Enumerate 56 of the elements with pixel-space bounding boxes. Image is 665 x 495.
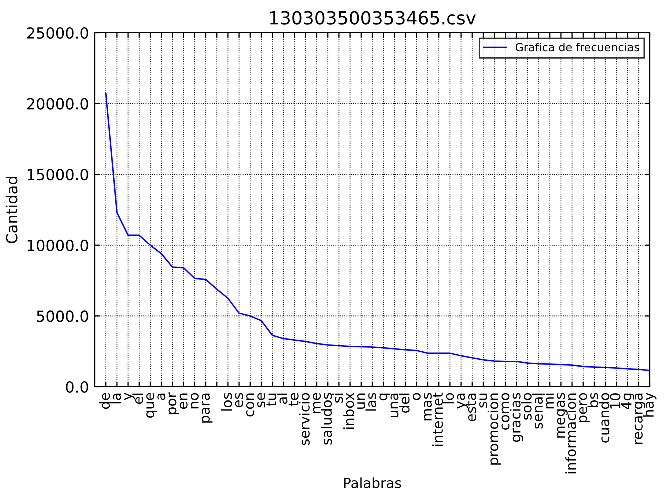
x-tick-label: la [110,394,122,404]
x-tick-label: del [399,394,410,414]
x-tick-label: si [332,394,344,403]
x-tick-label: solo [521,393,532,420]
x-tick-label: me [313,393,322,414]
x-tick-label: un [357,394,366,409]
x-tick-label: internet [432,392,444,446]
x-tick-label: y [124,392,136,400]
x-tick-label: te [288,393,299,406]
x-tick-label: de [99,393,110,410]
x-tick-label: lo [443,393,454,404]
x-tick-label: o [412,393,421,400]
x-tick-label: por [168,392,180,414]
x-tick-label: 4g [622,394,635,410]
x-tick-label: como [502,393,510,430]
x-tick-label: el [132,394,144,404]
x-tick-label: se [258,393,266,408]
x-tick-label: su [480,394,488,408]
x-tick-label: no [190,393,199,409]
legend-label: Grafica de frecuencias [516,43,640,52]
x-tick-label: cuando [598,393,610,443]
x-tick-label: esta [466,394,476,422]
y-axis-title: Cantidad [6,177,18,244]
x-tick-label: una [390,394,399,418]
x-tick-label: al [276,394,288,404]
x-tick-label: mas [424,393,432,421]
x-tick-label: es [235,393,244,408]
line-series [105,93,650,372]
x-tick-label: para [202,394,213,423]
y-tick-label: 15000.0 [28,169,88,181]
x-tick-label: en [180,394,188,410]
x-tick-label: promocion [488,394,502,465]
x-axis-title: Palabras [344,478,402,488]
x-tick-label: inbox [344,393,354,430]
x-tick-label: que [146,393,158,418]
x-tick-label: 10 [610,393,621,409]
x-tick-label: las [366,393,377,411]
y-tick-label: 5000.0 [37,310,88,322]
x-tick-label: senal [532,394,544,429]
x-tick-label: gracias [510,393,524,442]
x-tick-label: tu [266,394,277,406]
chart-title: 130303500353465.csv [270,11,476,25]
y-tick-label: 10000.0 [28,240,88,252]
x-tick-label: servicio [299,393,310,446]
y-tick-label: 0.0 [66,381,88,394]
x-tick-label: saludos [321,393,332,445]
y-tick-label: 20000.0 [27,98,88,110]
x-tick-label: a [158,394,166,400]
x-tick-label: con [246,394,254,417]
x-tick-label: q [380,394,390,401]
x-tick-label: megas [557,393,568,438]
x-tick-label: mi [543,394,554,409]
x-tick-label: informacion [566,394,576,474]
x-tick-label: ya [457,394,468,409]
y-tick-label: 25000.0 [27,27,88,40]
x-tick-label: los [221,393,232,411]
